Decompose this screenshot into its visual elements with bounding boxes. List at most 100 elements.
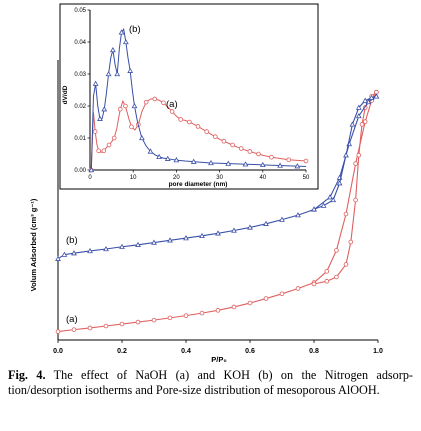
figure-caption: Fig. 4. The effect of NaOH (a) and KOH (… [8, 368, 413, 398]
inset-series-a-point [269, 154, 274, 160]
inset-series-a-point [101, 148, 107, 154]
main-series-a-adsorption-line [57, 91, 377, 333]
main-series-b-point [55, 255, 61, 261]
inset-x-tick-label: 40 [259, 175, 266, 181]
caption-text: The effect of NaOH (a) and KOH (b) on th… [8, 368, 413, 397]
main-series-a-point [324, 278, 330, 284]
inset-series-b-point [294, 163, 301, 169]
inset-series-b-point [114, 70, 121, 77]
main-series-a-point [183, 313, 189, 318]
inset-y-tick-label: 0.05 [74, 8, 86, 14]
inset-series-label-b: (b) [129, 24, 141, 35]
inset-series-b-point [92, 80, 99, 86]
inset-series-b-point [277, 162, 283, 168]
main-series-a-point [151, 317, 157, 323]
main-series-a-point [343, 211, 349, 217]
main-series-b-point [167, 237, 173, 243]
main-series-b-point [336, 180, 343, 186]
main-series-a-point [279, 291, 285, 297]
inset-curves [88, 27, 309, 173]
inset-series-b-point [164, 155, 171, 161]
main-series-b-point [295, 212, 301, 218]
pore-size-inset-plot: 0 10 20 30 40 50 0.00 0.01 0.02 0.03 0.04 0.05 por… [59, 3, 319, 190]
main-series-a-point [356, 152, 362, 158]
inset-series-a-point [169, 109, 175, 114]
main-series-a-point [199, 310, 205, 316]
main-series-b-point [362, 97, 369, 103]
inset-series-a-point [256, 151, 261, 157]
main-series-b-point [199, 232, 205, 239]
main-curves [55, 89, 380, 334]
main-series-b-point [61, 251, 68, 257]
main-series-b-point [343, 152, 349, 158]
inset-series-label-a: (a) [166, 99, 178, 110]
inset-series-a-point [247, 149, 253, 154]
inset-series-a-point [204, 129, 209, 134]
inset-x-tick-label: 0 [88, 175, 92, 181]
main-series-b-point [103, 245, 109, 252]
main-series-b-point [151, 239, 157, 245]
inset-series-b-point [118, 29, 125, 35]
inset-series-a-point [178, 117, 184, 122]
inset-series-b-point [88, 166, 95, 173]
inset-x-tick-label: 10 [130, 175, 137, 181]
inset-series-a-point [152, 96, 158, 102]
main-series-a-point [311, 281, 317, 287]
main-series-a-point [348, 239, 354, 245]
inset-y-axis-label: dV/dD [62, 85, 69, 104]
inset-series-a-point [221, 138, 227, 144]
inset-series-a-point [111, 135, 117, 141]
main-series-b-point [263, 220, 269, 226]
main-series-a-point [334, 248, 339, 253]
main-series-b-point [87, 247, 93, 254]
inset-series-a-point [212, 134, 218, 140]
main-series-b-point [320, 202, 327, 208]
inset-series-a-point [286, 157, 292, 163]
main-series-b-point [330, 196, 337, 203]
main-x-tick-label: 0.4 [181, 348, 191, 355]
main-series-b-point [368, 94, 375, 100]
inset-series-b-point [259, 161, 266, 168]
main-series-a-point [71, 327, 77, 332]
main-series-b-point [183, 235, 189, 241]
inset-series-a-point [129, 124, 134, 130]
inset-y-tick-label: 0.00 [74, 168, 86, 174]
inset-series-a-point [143, 99, 149, 105]
main-series-a-point [215, 308, 221, 313]
main-series-b-point [279, 216, 285, 222]
main-series-a-point [87, 325, 93, 331]
inset-y-tick-label: 0.01 [74, 136, 86, 142]
main-series-b-point [231, 227, 237, 233]
main-series-a-point [295, 286, 301, 291]
main-y-axis-label: Volum Adsorbed (cm³ g⁻¹) [29, 198, 38, 291]
inset-series-a-point [96, 148, 101, 154]
main-series-a-point [103, 323, 109, 329]
main-series-b-desorption-line [313, 95, 377, 210]
main-x-tick-label: 0.2 [117, 348, 127, 355]
main-series-label-b: (b) [66, 235, 78, 246]
main-series-b-point [247, 224, 253, 230]
main-series-b-adsorption-line [57, 95, 377, 260]
main-x-axis-label: P/P₀ [211, 355, 226, 364]
main-series-a-point [231, 304, 237, 310]
inset-series-a-point [303, 158, 309, 164]
inset-series-b-point [105, 70, 112, 77]
inset-series-b-point [97, 115, 103, 121]
inset-series-b-line [90, 27, 307, 171]
isotherm-plot: 0.0 0.2 0.4 0.6 0.8 1.0 P/P₀ Volum Adsorbed (… [29, 60, 383, 364]
main-series-b-point [215, 230, 221, 236]
main-series-b-point [71, 250, 77, 256]
inset-series-b-point [190, 158, 197, 164]
main-series-b-point [119, 243, 125, 249]
main-series-b-point [355, 112, 362, 119]
main-series-label-a: (a) [66, 314, 78, 325]
inset-y-ticks: 0.00 0.01 0.02 0.03 0.04 0.05 [74, 8, 90, 174]
main-x-tick-label: 0.0 [53, 348, 63, 355]
main-series-a-point [359, 122, 365, 127]
inset-series-a-point [117, 106, 123, 112]
main-series-a-point [324, 269, 330, 274]
main-series-b-point [327, 194, 333, 200]
inset-series-b-point [225, 160, 232, 166]
inset-series-a-point [161, 100, 166, 106]
main-series-b-point [355, 104, 362, 110]
